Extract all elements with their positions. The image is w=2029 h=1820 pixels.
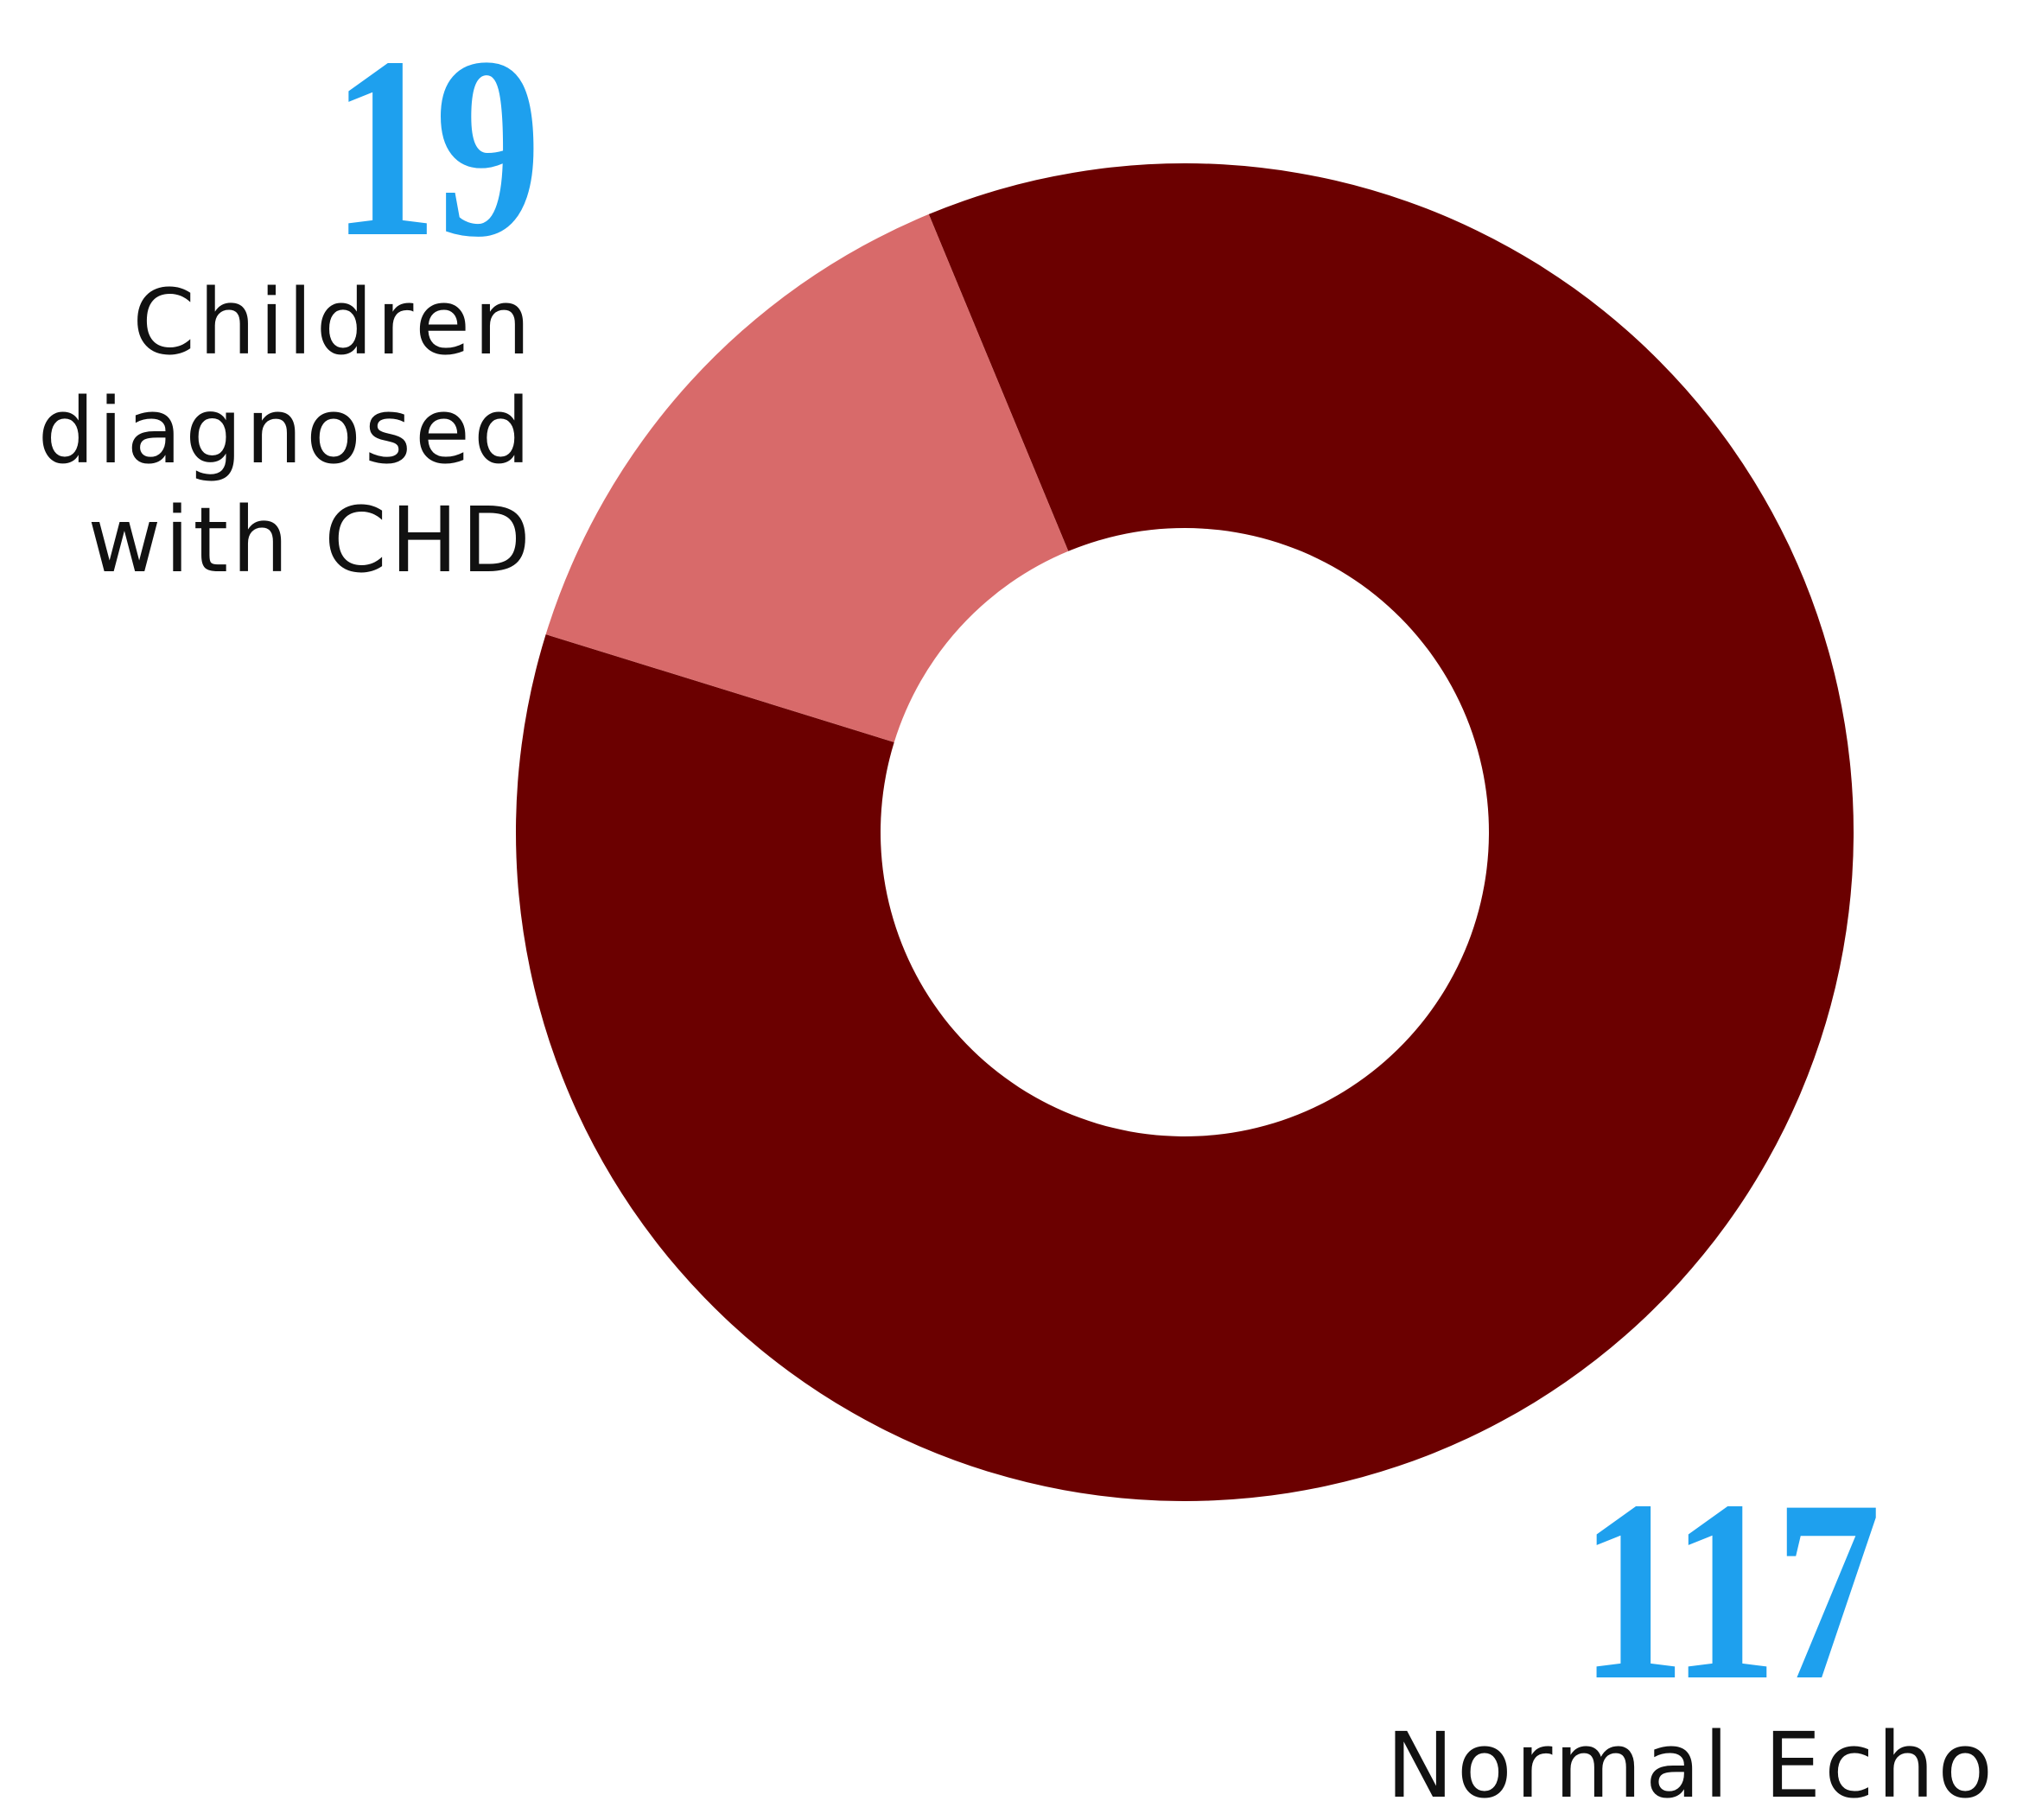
slice-normal-echo (515, 162, 1854, 1501)
normal-echo-label: Normal Echo (1386, 1711, 1996, 1820)
chd-label-line-3: with CHD (87, 487, 534, 593)
slice-children-diagnosed-with-chd (545, 213, 1069, 742)
chd-count: 19 (331, 3, 542, 290)
chd-label-line-1: Children (132, 270, 534, 375)
normal-echo-label-line-1: Normal Echo (1386, 1713, 1996, 1818)
chd-label-line-2: diagnosed (37, 379, 534, 484)
chd-label: Children diagnosed with CHD (0, 268, 534, 595)
normal-echo-count: 117 (1579, 1447, 1880, 1734)
